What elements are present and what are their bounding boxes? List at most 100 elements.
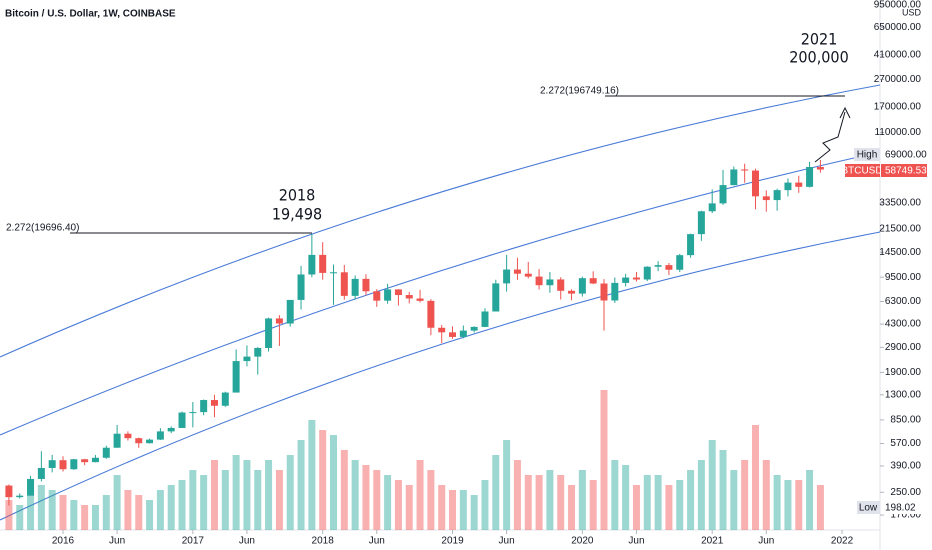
x-tick-label: 2017 bbox=[182, 536, 205, 547]
candle-body bbox=[708, 203, 716, 212]
y-tick-label: 4300.00 bbox=[885, 319, 922, 330]
volume-bar bbox=[578, 470, 586, 530]
volume-bar bbox=[470, 495, 478, 530]
candle-body bbox=[135, 438, 143, 444]
x-tick-label: Jun bbox=[758, 536, 774, 547]
volume-bar bbox=[784, 480, 792, 530]
candle-body bbox=[665, 265, 673, 270]
candle-body bbox=[373, 291, 381, 301]
volume-bar bbox=[513, 460, 521, 530]
candle-body bbox=[384, 289, 392, 301]
candle-layer bbox=[5, 160, 824, 506]
last-price: 58749.53 bbox=[885, 166, 927, 177]
volume-bar bbox=[297, 440, 305, 530]
candle-body bbox=[632, 277, 640, 280]
candle-body bbox=[146, 439, 154, 444]
high-value: 69000.00 bbox=[885, 150, 927, 161]
volume-bar bbox=[524, 475, 532, 530]
volume-bar bbox=[340, 450, 348, 530]
x-tick-label: 2022 bbox=[831, 536, 854, 547]
candle-body bbox=[449, 332, 457, 337]
low-value: 198.02 bbox=[885, 503, 916, 514]
last-price-badge bbox=[881, 164, 927, 177]
candle-body bbox=[113, 433, 121, 448]
symbol-label: BTCUSD bbox=[841, 166, 882, 177]
candle-body bbox=[189, 412, 197, 414]
volume-bar bbox=[102, 495, 110, 530]
candle-body bbox=[697, 211, 705, 235]
y-tick-label: 2900.00 bbox=[885, 342, 922, 353]
y-tick-label: 14500.00 bbox=[879, 247, 921, 258]
candle-body bbox=[427, 300, 435, 328]
x-tick-label: 2020 bbox=[571, 536, 594, 547]
x-tick-label: Jun bbox=[628, 536, 644, 547]
y-tick-label: 1300.00 bbox=[885, 389, 922, 400]
volume-bar bbox=[113, 475, 121, 530]
volume-bar bbox=[189, 470, 197, 530]
volume-bar bbox=[394, 480, 402, 530]
volume-bar bbox=[48, 490, 56, 530]
candle-body bbox=[719, 185, 727, 204]
x-tick-label: 2019 bbox=[441, 536, 464, 547]
volume-bar bbox=[81, 505, 89, 530]
volume-bar bbox=[492, 455, 500, 530]
candle-body bbox=[589, 278, 597, 284]
volume-bar bbox=[762, 460, 770, 530]
candle-body bbox=[275, 318, 283, 324]
y-tick-label: 270000.00 bbox=[874, 74, 922, 85]
volume-bar bbox=[427, 470, 435, 530]
candle-body bbox=[503, 269, 511, 284]
candle-body bbox=[394, 289, 402, 296]
low-badge bbox=[857, 501, 880, 514]
volume-bar bbox=[124, 490, 132, 530]
volume-bar bbox=[795, 480, 803, 530]
candle-body bbox=[124, 433, 132, 439]
candle-body bbox=[221, 392, 229, 406]
annotation-price: 19,498 bbox=[272, 205, 322, 224]
y-tick-label: 170000.00 bbox=[874, 101, 922, 112]
candle-body bbox=[340, 272, 348, 296]
candle-body bbox=[81, 459, 89, 463]
candle-body bbox=[16, 495, 24, 498]
volume-bar bbox=[308, 420, 316, 530]
volume-bar bbox=[535, 475, 543, 530]
high-label: High bbox=[857, 150, 878, 161]
annotation-price: 200,000 bbox=[789, 48, 849, 67]
candle-body bbox=[286, 299, 294, 324]
y-tick-label: 570.00 bbox=[890, 438, 921, 449]
volume-layer bbox=[5, 390, 824, 530]
candle-body bbox=[265, 318, 273, 348]
y-tick-label: 390.00 bbox=[890, 461, 921, 472]
candle-body bbox=[459, 330, 467, 337]
fib-label: 2.272(196749.16) bbox=[540, 86, 619, 97]
candle-body bbox=[687, 234, 695, 256]
candle-body bbox=[5, 485, 13, 498]
volume-bar bbox=[438, 485, 446, 530]
candle-body bbox=[795, 182, 803, 187]
volume-bar bbox=[676, 480, 684, 530]
volume-bar bbox=[816, 485, 824, 530]
candle-body bbox=[254, 347, 262, 357]
candle-body bbox=[48, 460, 56, 468]
y-tick-label: 850.00 bbox=[890, 415, 921, 426]
candle-body bbox=[91, 457, 99, 463]
volume-bar bbox=[373, 470, 381, 530]
volume-bar bbox=[319, 430, 327, 530]
low-value-badge bbox=[881, 501, 927, 514]
candle-body bbox=[178, 412, 186, 428]
volume-bar bbox=[643, 475, 651, 530]
channel-middle bbox=[0, 151, 881, 436]
channel-upper bbox=[0, 84, 881, 358]
candle-body bbox=[524, 273, 532, 277]
candle-body bbox=[297, 274, 305, 300]
y-tick-label: 110000.00 bbox=[874, 127, 921, 138]
candle-body bbox=[557, 279, 565, 291]
candle-body bbox=[492, 283, 500, 312]
candle-body bbox=[308, 254, 316, 275]
volume-bar bbox=[200, 475, 208, 530]
volume-bar bbox=[459, 490, 467, 530]
volume-bar bbox=[697, 460, 705, 530]
candle-body bbox=[351, 278, 359, 296]
candle-body bbox=[578, 278, 586, 294]
